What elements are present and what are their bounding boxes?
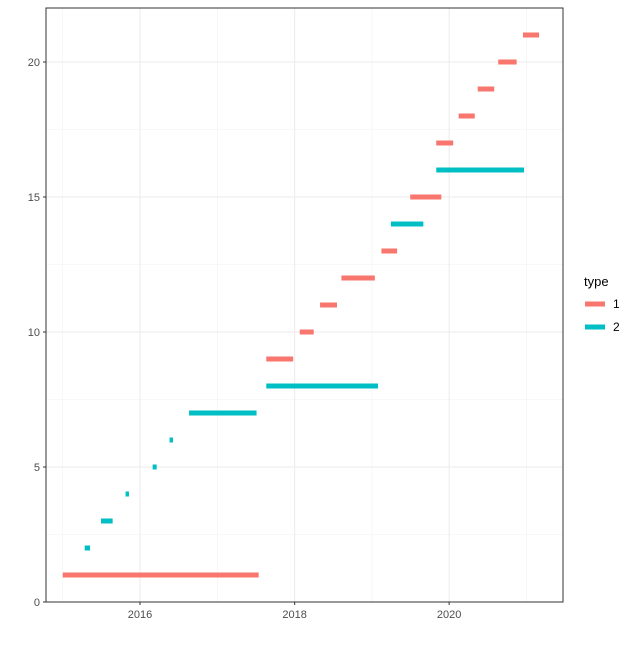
segment-bar xyxy=(436,167,525,173)
y-tick-label: 0 xyxy=(34,597,40,609)
segment-bar xyxy=(169,437,173,443)
x-axis: 2016 2018 2020 xyxy=(128,602,461,621)
segment-bar xyxy=(458,113,475,119)
legend-label: 2 xyxy=(613,320,620,334)
legend-label: 1 xyxy=(613,297,620,311)
x-tick-label: 2020 xyxy=(437,609,461,621)
grid-minor xyxy=(46,8,563,602)
segment-bar xyxy=(299,329,314,335)
x-tick-label: 2018 xyxy=(282,609,306,621)
segment-bar xyxy=(477,86,495,92)
y-tick-label: 20 xyxy=(28,57,40,69)
segment-bar xyxy=(189,410,257,416)
segment-bar xyxy=(266,356,294,362)
segment-bar xyxy=(84,545,91,551)
bars xyxy=(62,32,540,578)
legend: type 1 2 xyxy=(584,274,620,334)
segment-bar xyxy=(320,302,337,308)
x-tick-label: 2016 xyxy=(128,609,152,621)
panel-border xyxy=(45,7,564,603)
segment-bar xyxy=(266,383,379,389)
y-axis: 0 5 10 15 20 xyxy=(28,57,46,609)
segment-bar xyxy=(62,572,259,578)
legend-title: type xyxy=(584,274,609,289)
segment-bar xyxy=(498,59,517,65)
segment-bar xyxy=(390,221,424,227)
segment-bar xyxy=(381,248,398,254)
segment-bar xyxy=(101,518,113,524)
segment-bar xyxy=(410,194,442,200)
segment-bar xyxy=(341,275,375,281)
legend-key xyxy=(585,301,605,307)
y-tick-label: 5 xyxy=(34,462,40,474)
segment-bar xyxy=(125,491,129,497)
y-tick-label: 15 xyxy=(28,192,40,204)
segment-bar xyxy=(436,140,454,146)
grid-major xyxy=(46,8,563,603)
segment-bar xyxy=(523,32,540,38)
y-tick-label: 10 xyxy=(28,327,40,339)
segment-bar xyxy=(152,464,157,470)
legend-key xyxy=(585,324,605,330)
